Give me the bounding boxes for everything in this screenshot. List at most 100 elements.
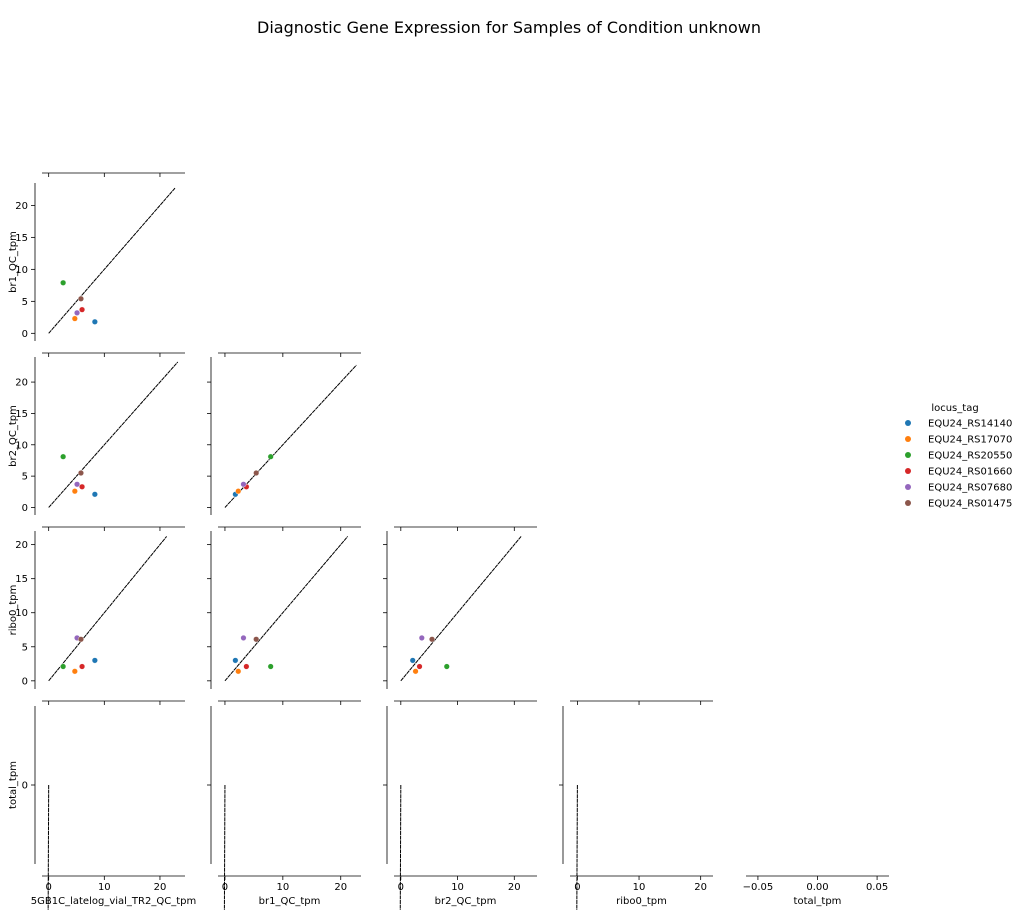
scatter-point bbox=[77, 636, 84, 643]
y-tick-label: 10 bbox=[15, 440, 28, 451]
diagonal-line bbox=[48, 187, 176, 334]
legend-title: locus_tag bbox=[931, 403, 978, 414]
panel-3-3 bbox=[570, 700, 713, 705]
y-axis-label: br2_QC_tpm bbox=[8, 405, 19, 467]
legend-marker bbox=[905, 436, 911, 442]
scatter-point bbox=[409, 657, 416, 664]
legend-item-label: EQU24_RS17070 bbox=[928, 435, 1012, 446]
chart-title: Diagnostic Gene Expression for Samples o… bbox=[257, 18, 761, 37]
panel-2-0: 0 5 10 15 20 br2_QC_tpm bbox=[8, 357, 185, 531]
x-axis-label: ribo0_tpm bbox=[616, 896, 667, 907]
scatter-point bbox=[71, 315, 78, 322]
x-axis-label: 5GB1C_latelog_vial_TR2_QC_tpm bbox=[31, 896, 196, 907]
y-tick-label: 5 bbox=[22, 297, 28, 308]
x-tick-label: 10 bbox=[276, 882, 289, 893]
legend-item-label: EQU24_RS20550 bbox=[928, 451, 1012, 462]
scatter-point bbox=[267, 663, 274, 670]
x-tick-label: 10 bbox=[451, 882, 464, 893]
diagonal-line bbox=[48, 536, 168, 682]
scatter-point bbox=[91, 318, 98, 325]
y-tick-label: 5 bbox=[22, 642, 28, 653]
panel-1-0: 0 5 10 15 20 br1_QC_tpm bbox=[8, 183, 185, 357]
scatter-point bbox=[77, 469, 84, 476]
y-tick-label: 0 bbox=[22, 329, 28, 340]
x-tick-label: −0.05 bbox=[743, 882, 774, 893]
scatter-point bbox=[412, 668, 419, 675]
plot-grid: 0 5 10 15 20 br1_QC_tpm 0 5 10 15 20 br2_QC_tpm 0 5 10… bbox=[8, 172, 889, 910]
x-axis-label: total_tpm bbox=[794, 896, 842, 907]
x-axis-label: br1_QC_tpm bbox=[259, 896, 321, 907]
scatter-point bbox=[418, 634, 425, 641]
x-tick-label: 10 bbox=[98, 882, 111, 893]
y-tick-label: 10 bbox=[15, 608, 28, 619]
scatter-point bbox=[240, 634, 247, 641]
scatter-point bbox=[429, 636, 436, 643]
scatter-point bbox=[71, 488, 78, 495]
scatter-point bbox=[77, 295, 84, 302]
scatter-point bbox=[267, 453, 274, 460]
legend-item-label: EQU24_RS01475 bbox=[928, 499, 1012, 510]
scatter-point bbox=[60, 279, 67, 286]
y-tick-label: 20 bbox=[15, 378, 28, 389]
scatter-point bbox=[79, 306, 86, 313]
y-axis-label: br1_QC_tpm bbox=[8, 231, 19, 293]
scatter-point bbox=[74, 309, 81, 316]
y-tick-label: 5 bbox=[22, 472, 28, 483]
legend-marker bbox=[905, 500, 911, 506]
y-tick-label: 15 bbox=[15, 233, 28, 244]
scatter-point bbox=[91, 657, 98, 664]
scatter-point bbox=[74, 481, 81, 488]
legend-marker bbox=[905, 452, 911, 458]
y-tick-label: 0 bbox=[22, 676, 28, 687]
legend-marker bbox=[905, 420, 911, 426]
y-tick-label: 0 bbox=[22, 503, 28, 514]
diagonal-line bbox=[224, 536, 349, 682]
legend: locus_tag EQU24_RS14140 EQU24_RS17070 EQU2… bbox=[905, 403, 1012, 510]
legend-item-label: EQU24_RS07680 bbox=[928, 483, 1012, 494]
legend-item-label: EQU24_RS14140 bbox=[928, 419, 1012, 430]
scatter-point bbox=[71, 668, 78, 675]
x-tick-label: 20 bbox=[334, 882, 347, 893]
diagonal-line bbox=[48, 361, 179, 508]
x-tick-label: 0.00 bbox=[806, 882, 828, 893]
legend-marker bbox=[905, 484, 911, 490]
scatter-point bbox=[253, 636, 260, 643]
x-tick-label: 10 bbox=[633, 882, 646, 893]
scatter-point bbox=[60, 663, 67, 670]
scatter-point bbox=[416, 663, 423, 670]
scatter-point bbox=[243, 663, 250, 670]
panel-4-0: 010205GB1C_latelog_vial_TR2_QC_tpm051015… bbox=[8, 706, 196, 910]
scatter-point bbox=[235, 668, 242, 675]
x-axis-label: br2_QC_tpm bbox=[435, 896, 497, 907]
panel-3-2 bbox=[383, 531, 537, 705]
y-axis-label: ribo0_tpm bbox=[8, 585, 19, 636]
x-tick-label: 20 bbox=[508, 882, 521, 893]
diagonal-line bbox=[400, 536, 522, 682]
diagonal-line bbox=[224, 364, 357, 508]
panel-4-4: −0.05 0.00 0.05 total_tpm bbox=[743, 875, 889, 907]
scatter-point bbox=[232, 657, 239, 664]
legend-marker bbox=[905, 468, 911, 474]
scatter-point bbox=[60, 453, 67, 460]
y-tick-label: 10 bbox=[15, 265, 28, 276]
x-tick-label: 0.05 bbox=[866, 882, 888, 893]
panel-top-xaxis bbox=[42, 172, 185, 177]
panel-3-0: 0 5 10 15 20 ribo0_tpm bbox=[8, 531, 185, 705]
scatter-point bbox=[235, 488, 242, 495]
panel-1-1 bbox=[218, 352, 361, 357]
y-tick-label: 20 bbox=[15, 201, 28, 212]
panel-3-1 bbox=[207, 531, 361, 705]
panel-4-1: 01020br1_QC_tpm bbox=[207, 706, 361, 910]
x-tick-label: 20 bbox=[694, 882, 707, 893]
y-axis-label: total_tpm bbox=[8, 761, 19, 809]
scatter-point bbox=[240, 481, 247, 488]
x-tick-label: 20 bbox=[154, 882, 167, 893]
panel-4-3: 01020ribo0_tpm bbox=[559, 706, 713, 910]
y-tick-label: 20 bbox=[15, 540, 28, 551]
scatter-point bbox=[253, 469, 260, 476]
y-tick-label: 15 bbox=[15, 409, 28, 420]
scatter-point bbox=[79, 483, 86, 490]
y-tick-label: 0 bbox=[22, 781, 28, 792]
panel-4-2: 01020br2_QC_tpm bbox=[383, 706, 537, 910]
